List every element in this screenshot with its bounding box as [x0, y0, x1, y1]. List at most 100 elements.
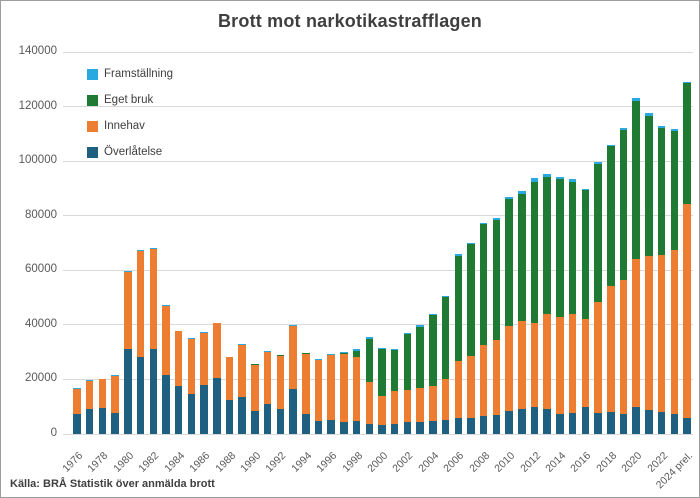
- bar-segment-framställning: [543, 174, 551, 177]
- bar-segment-överlåtelse: [276, 408, 285, 434]
- bar-segment-eget bruk: [670, 130, 679, 250]
- legend-label: Överlåtelse: [104, 146, 163, 158]
- bar-segment-framställning: [314, 359, 323, 360]
- bar-segment-framställning: [607, 145, 615, 147]
- bar-segment-överlåtelse: [543, 409, 551, 434]
- bar-segment-framställning: [479, 223, 488, 225]
- bar-segment-framställning: [683, 82, 691, 83]
- bar-segment-innehav: [124, 272, 132, 350]
- bar-1987: [213, 322, 221, 434]
- gridline: [63, 269, 693, 271]
- x-axis-tick-label: 2006: [441, 449, 467, 475]
- gridline: [63, 378, 693, 380]
- x-axis-tick-label: 1978: [85, 449, 111, 475]
- bar-segment-innehav: [365, 381, 374, 424]
- x-axis-tick-label: 2018: [593, 449, 619, 475]
- bar-2015: [568, 179, 577, 434]
- bar-2022: [657, 125, 666, 434]
- bar-segment-framställning: [263, 351, 272, 352]
- bar-1993: [289, 325, 297, 434]
- bar-segment-framställning: [73, 388, 81, 389]
- bar-segment-framställning: [581, 189, 590, 191]
- bar-segment-överlåtelse: [683, 417, 691, 434]
- bar-segment-innehav: [352, 357, 361, 422]
- bar-segment-överlåtelse: [365, 423, 374, 434]
- bar-segment-framställning: [136, 250, 145, 252]
- gridline: [63, 433, 693, 435]
- bar-2013: [543, 174, 551, 434]
- bar-segment-innehav: [556, 317, 564, 415]
- x-axis-tick-label: 1992: [263, 449, 289, 475]
- bar-segment-innehav: [378, 396, 386, 425]
- bar-segment-överlåtelse: [403, 421, 412, 434]
- bar-segment-innehav: [543, 313, 551, 410]
- bar-segment-eget bruk: [340, 353, 348, 354]
- bar-segment-överlåtelse: [85, 408, 94, 434]
- bar-segment-överlåtelse: [568, 412, 577, 434]
- bar-segment-eget bruk: [607, 146, 615, 287]
- legend-label: Eget bruk: [104, 94, 154, 106]
- bar-segment-innehav: [200, 332, 208, 385]
- bar-segment-överlåtelse: [441, 420, 450, 434]
- legend-label: Framställning: [104, 68, 174, 80]
- bar-segment-framställning: [378, 347, 386, 350]
- bar-segment-överlåtelse: [632, 406, 640, 434]
- bar-segment-innehav: [187, 338, 196, 394]
- x-axis-tick-label: 1988: [212, 449, 238, 475]
- bar-segment-framställning: [467, 242, 475, 244]
- bar-segment-framställning: [429, 313, 437, 316]
- bar-1977: [85, 379, 94, 434]
- bar-1998: [352, 349, 361, 434]
- y-axis-tick-label: 20000: [25, 372, 57, 385]
- bar-segment-framställning: [632, 98, 640, 102]
- bar-segment-innehav: [479, 345, 488, 417]
- x-axis-tick-label: 1986: [187, 449, 213, 475]
- bar-segment-framställning: [670, 129, 679, 131]
- chart-title: Brott mot narkotikastrafflagen: [217, 11, 483, 31]
- x-axis-tick-label: 1984: [161, 449, 187, 475]
- bar-segment-innehav: [645, 256, 653, 410]
- bar-segment-framställning: [657, 125, 666, 128]
- legend-item-eget bruk: Eget bruk: [87, 87, 173, 113]
- bar-segment-eget bruk: [632, 101, 640, 260]
- bar-segment-överlåtelse: [467, 417, 475, 434]
- legend-swatch-icon: [87, 146, 98, 158]
- bar-1985: [187, 338, 196, 434]
- bar-segment-eget bruk: [263, 351, 272, 353]
- bar-segment-överlåtelse: [111, 412, 119, 434]
- y-axis-tick-label: 80000: [25, 208, 57, 221]
- bar-segment-överlåtelse: [594, 412, 602, 434]
- bar-1979: [111, 374, 119, 434]
- bar-1984: [174, 330, 183, 434]
- bar-segment-innehav: [251, 364, 259, 412]
- bar-segment-innehav: [327, 355, 335, 421]
- bar-segment-eget bruk: [492, 219, 501, 340]
- bar-segment-innehav: [416, 387, 424, 422]
- bar-segment-innehav: [73, 389, 81, 414]
- bar-segment-eget bruk: [530, 181, 539, 323]
- bar-1994: [302, 352, 310, 434]
- y-axis-tick-label: 40000: [25, 317, 57, 330]
- bar-segment-överlåtelse: [670, 414, 679, 434]
- bar-segment-framställning: [111, 374, 119, 376]
- bar-segment-innehav: [454, 361, 462, 419]
- bar-segment-framställning: [327, 353, 335, 356]
- bar-1983: [162, 304, 170, 434]
- bar-segment-överlåtelse: [314, 420, 323, 434]
- bar-segment-framställning: [518, 191, 526, 194]
- x-axis-tick-label: 2014: [543, 449, 569, 475]
- bar-segment-framställning: [85, 379, 94, 381]
- bar-1980: [124, 271, 132, 434]
- bar-segment-framställning: [556, 176, 564, 179]
- bar-segment-innehav: [136, 251, 145, 358]
- y-axis-tick-label: 140000: [18, 45, 57, 57]
- bar-2018: [607, 145, 615, 434]
- bar-segment-överlåtelse: [518, 409, 526, 434]
- legend-item-överlåtelse: Överlåtelse: [87, 139, 173, 165]
- bar-segment-eget bruk: [441, 297, 450, 380]
- bar-segment-framställning: [213, 322, 221, 324]
- bar-segment-eget bruk: [543, 176, 551, 314]
- bar-segment-framställning: [492, 218, 501, 220]
- bar-segment-innehav: [518, 320, 526, 410]
